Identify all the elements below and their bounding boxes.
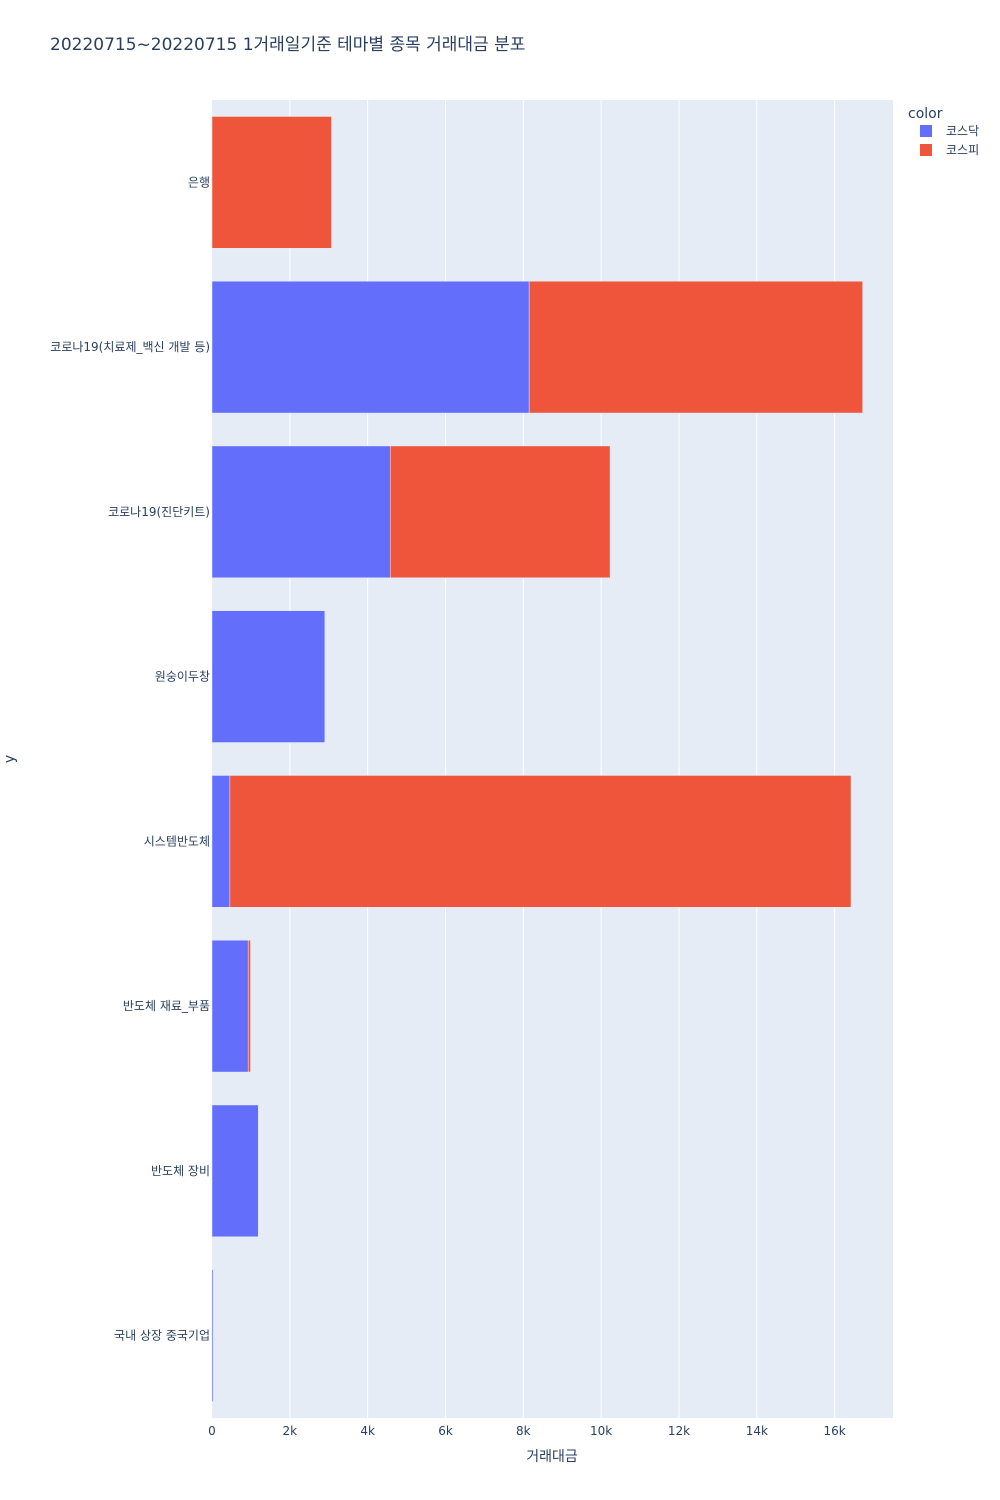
y-tick-label: 원숭이두창 xyxy=(155,670,210,684)
y-tick-label: 반도체 재료_부품 xyxy=(123,999,210,1013)
bar-코스닥-코로나19(진단키트) xyxy=(211,445,391,579)
legend-swatch[interactable] xyxy=(920,125,932,137)
bar-코스피-시스템반도체 xyxy=(229,775,852,908)
y-tick-label: 반도체 장비 xyxy=(151,1164,210,1178)
x-tick-label: 2k xyxy=(283,1424,298,1438)
bar-코스닥-시스템반도체 xyxy=(211,775,231,908)
bar-코스닥-반도체 재료_부품 xyxy=(211,939,249,1073)
x-tick-label: 6k xyxy=(438,1424,453,1438)
x-tick-label: 10k xyxy=(590,1424,612,1438)
y-tick-label: 국내 상장 중국기업 xyxy=(114,1329,210,1343)
x-tick-label: 14k xyxy=(746,1424,768,1438)
y-axis-label: y xyxy=(2,755,18,763)
x-tick-label: 8k xyxy=(516,1424,531,1438)
y-tick-label: 은행 xyxy=(188,174,210,189)
legend-swatch[interactable] xyxy=(920,144,932,156)
x-tick-label: 0 xyxy=(208,1424,216,1438)
x-tick-label: 12k xyxy=(668,1424,690,1438)
bar-코스피-은행 xyxy=(211,116,332,249)
x-axis-label: 거래대금 xyxy=(526,1449,578,1465)
y-tick-label: 코로나19(진단키트) xyxy=(108,505,210,519)
legend-item-label[interactable]: 코스닥 xyxy=(946,124,979,138)
y-axis-ticks: 국내 상장 중국기업 반도체 장비 반도체 재료_부품 시스템반도체 원숭이두창 코로나1… xyxy=(50,174,210,1342)
bar-코스피-코로나19(진단키트) xyxy=(389,445,611,579)
y-tick-label: 코로나19(치료제_백신 개발 등) xyxy=(50,340,210,354)
x-axis-ticks: 0 2k 4k 6k 8k 10k 12k 14k 16k xyxy=(208,1424,846,1438)
y-tick-label: 시스템반도체 xyxy=(144,834,210,848)
legend-item-label[interactable]: 코스피 xyxy=(946,143,979,157)
legend-title: color xyxy=(908,106,943,122)
bar-코스닥-원숭이두창 xyxy=(211,610,326,743)
bar-코스닥-국내 상장 중국기업 xyxy=(211,1269,214,1402)
chart-title: 20220715~20220715 1거래일기준 테마별 종목 거래대금 분포 xyxy=(50,35,525,55)
bar-코스닥-코로나19(치료제_백신 개발 등) xyxy=(211,280,530,414)
x-tick-label: 16k xyxy=(824,1424,846,1438)
x-tick-label: 4k xyxy=(360,1424,375,1438)
bars xyxy=(211,116,863,1402)
bar-코스피-반도체 재료_부품 xyxy=(247,939,251,1073)
bar-코스피-코로나19(치료제_백신 개발 등) xyxy=(528,280,863,414)
bar-코스닥-반도체 장비 xyxy=(211,1104,259,1238)
